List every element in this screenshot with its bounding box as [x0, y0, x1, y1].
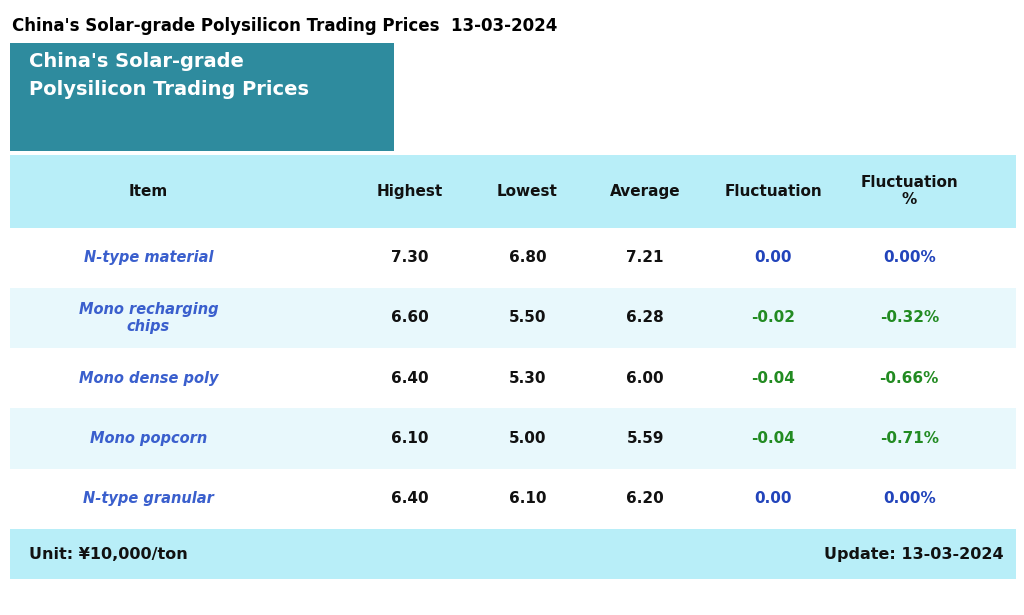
Text: 6.60: 6.60: [391, 311, 428, 325]
Text: 6.20: 6.20: [627, 491, 664, 506]
Text: China's Solar-grade
Polysilicon Trading Prices: China's Solar-grade Polysilicon Trading …: [29, 52, 308, 98]
Text: 6.10: 6.10: [391, 431, 428, 446]
Text: 7.30: 7.30: [391, 250, 428, 265]
Text: 5.50: 5.50: [509, 311, 546, 325]
Text: Update: 13-03-2024: Update: 13-03-2024: [824, 547, 1004, 561]
Text: 0.00%: 0.00%: [883, 250, 936, 265]
Text: -0.71%: -0.71%: [880, 431, 939, 446]
Text: Mono recharging
chips: Mono recharging chips: [79, 302, 218, 334]
Text: Lowest: Lowest: [497, 184, 558, 199]
Text: Fluctuation: Fluctuation: [724, 184, 822, 199]
Text: N-type granular: N-type granular: [83, 491, 214, 506]
Text: 0.00: 0.00: [755, 491, 792, 506]
Text: N-type material: N-type material: [84, 250, 213, 265]
Text: 0.00: 0.00: [755, 250, 792, 265]
Text: 0.00%: 0.00%: [883, 491, 936, 506]
Text: 6.40: 6.40: [391, 371, 428, 386]
Text: Item: Item: [129, 184, 168, 199]
Text: 6.28: 6.28: [627, 311, 664, 325]
Text: Unit: ¥10,000/ton: Unit: ¥10,000/ton: [29, 547, 187, 561]
Text: -0.04: -0.04: [752, 371, 795, 386]
Text: -0.04: -0.04: [752, 431, 795, 446]
Text: -0.66%: -0.66%: [880, 371, 939, 386]
Text: China's Solar-grade Polysilicon Trading Prices  13-03-2024: China's Solar-grade Polysilicon Trading …: [12, 17, 558, 35]
Text: 6.40: 6.40: [391, 491, 428, 506]
Text: -0.32%: -0.32%: [880, 311, 939, 325]
Text: Highest: Highest: [377, 184, 442, 199]
Text: Mono dense poly: Mono dense poly: [79, 371, 218, 386]
Text: Mono popcorn: Mono popcorn: [90, 431, 207, 446]
Text: Fluctuation
%: Fluctuation %: [860, 175, 958, 207]
Text: 7.21: 7.21: [627, 250, 664, 265]
Text: 6.80: 6.80: [509, 250, 546, 265]
Text: 5.30: 5.30: [509, 371, 546, 386]
Text: 5.59: 5.59: [627, 431, 664, 446]
Text: 6.10: 6.10: [509, 491, 546, 506]
Text: 5.00: 5.00: [509, 431, 546, 446]
Text: 6.00: 6.00: [627, 371, 664, 386]
Text: -0.02: -0.02: [752, 311, 795, 325]
Text: Average: Average: [610, 184, 680, 199]
